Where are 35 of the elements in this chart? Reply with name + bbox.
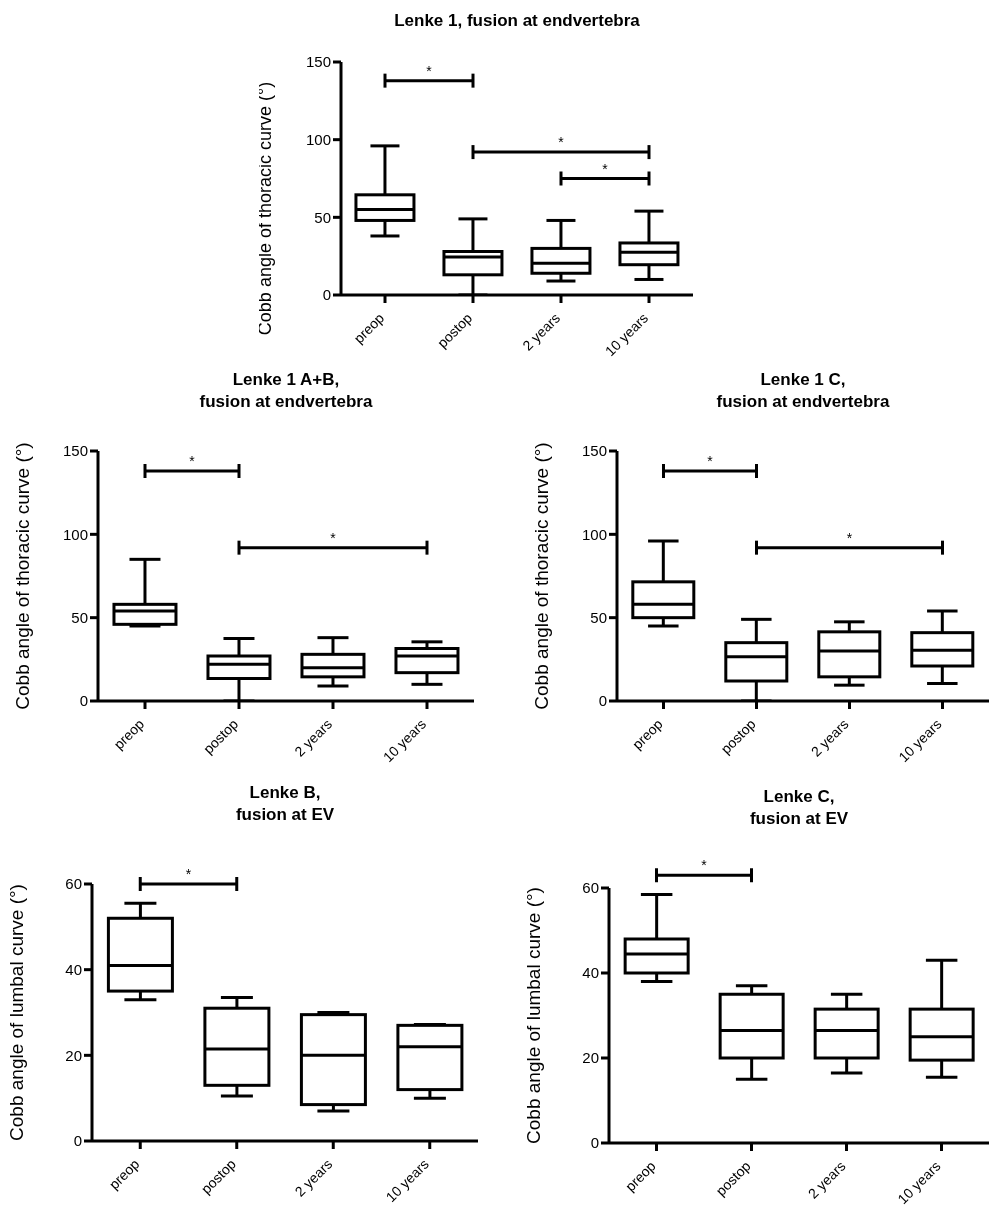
- y-tick-label: 0: [73, 1132, 82, 1150]
- y-axis-title: Cobb angle of thoracic curve (°): [255, 81, 276, 336]
- text: *: [701, 857, 708, 874]
- y-tick-label: 50: [314, 208, 331, 226]
- chart-title: Lenke C, fusion at EV: [749, 787, 849, 829]
- annotation: *: [330, 529, 337, 546]
- annotation: *: [602, 160, 609, 177]
- chart-title: Lenke 1, fusion at endvertebra: [393, 10, 641, 32]
- y-tick-label: 100: [62, 525, 88, 543]
- y-tick-label: 20: [65, 1046, 82, 1064]
- y-tick-label: 40: [582, 964, 599, 982]
- y-tick-label: 50: [590, 608, 607, 626]
- chart-title: Lenke B, fusion at EV: [235, 783, 335, 825]
- text: *: [185, 866, 192, 882]
- annotation: *: [189, 453, 196, 469]
- y-tick-label: 100: [581, 525, 607, 543]
- y-tick-label: 40: [65, 960, 82, 978]
- chart-title: Lenke 1 C, fusion at endvertebra: [715, 369, 891, 414]
- annotation: *: [558, 134, 565, 151]
- y-tick-label: 150: [581, 442, 607, 460]
- y-tick-label: 50: [71, 608, 88, 626]
- y-tick-label: 0: [590, 1134, 599, 1152]
- y-tick-label: 20: [582, 1049, 599, 1067]
- chart-title: Lenke 1 A+B, fusion at endvertebra: [198, 369, 374, 414]
- annotation: *: [846, 529, 853, 546]
- y-tick-label: 0: [79, 692, 88, 710]
- annotation: *: [426, 62, 433, 79]
- annotation: *: [707, 453, 714, 469]
- y-tick-label: 0: [322, 286, 331, 304]
- y-tick-label: 150: [305, 53, 331, 71]
- y-tick-label: 0: [598, 692, 607, 710]
- y-tick-label: 60: [582, 879, 599, 897]
- y-tick-label: 100: [305, 130, 331, 148]
- y-tick-label: 60: [65, 875, 82, 893]
- y-tick-label: 150: [62, 442, 88, 460]
